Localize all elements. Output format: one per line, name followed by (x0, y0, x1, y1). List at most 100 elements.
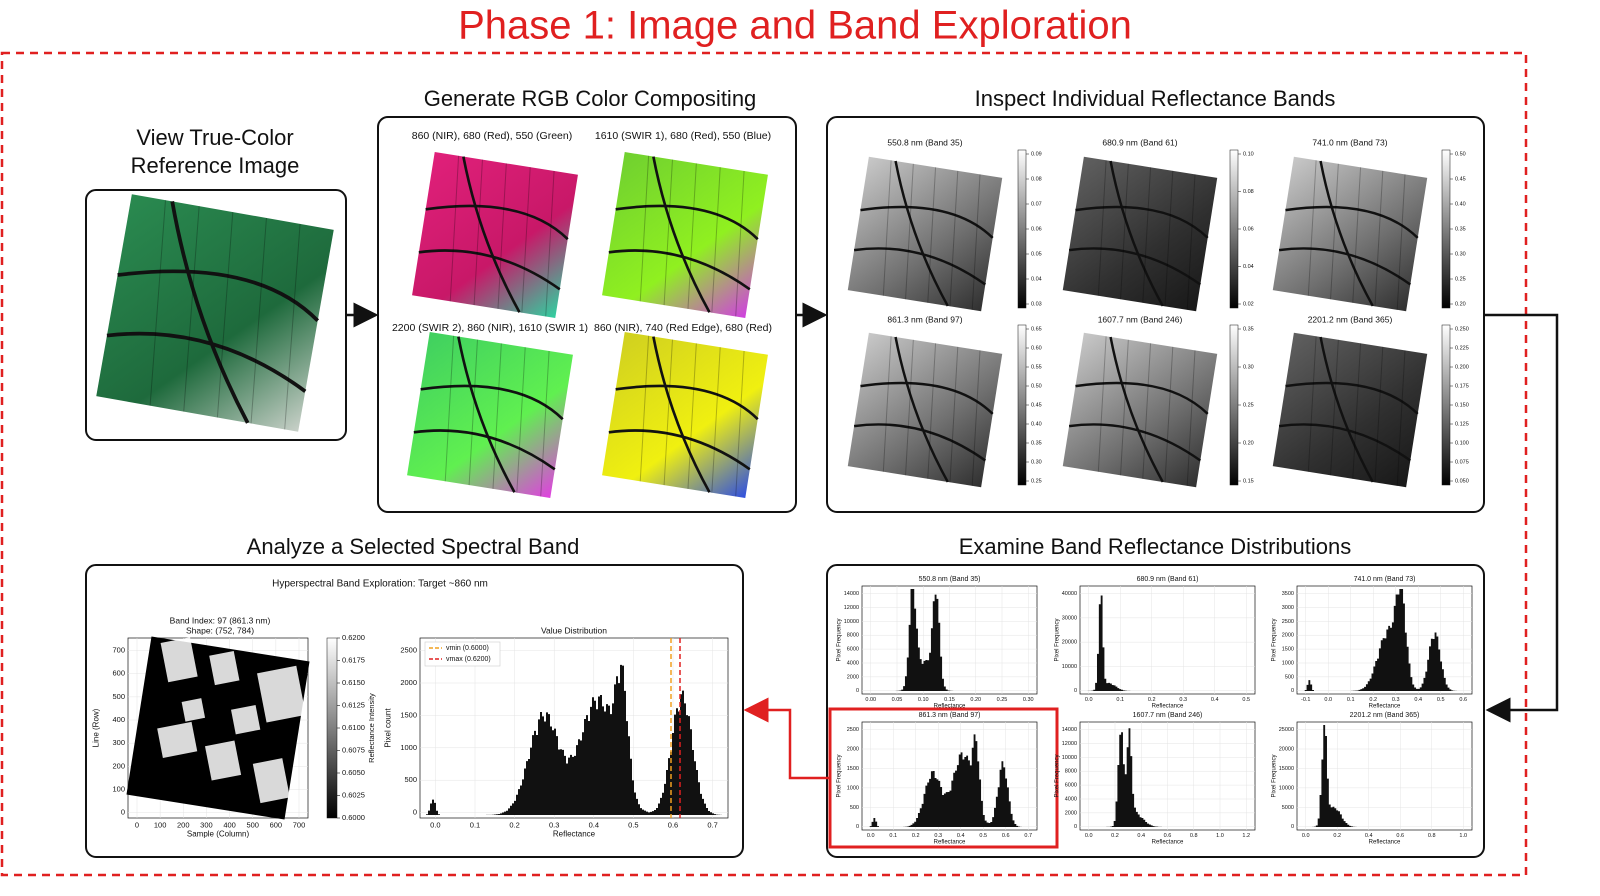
river (1319, 336, 1374, 483)
label: 0.5 (979, 833, 987, 839)
label: 0.50 (1455, 151, 1466, 157)
label: Value Distribution (541, 625, 607, 635)
image (1062, 156, 1218, 312)
label: 0.7 (1024, 833, 1032, 839)
river (457, 336, 516, 493)
image-tile (847, 332, 1003, 488)
label: 0.09 (1031, 151, 1042, 157)
label: Examine Band Reflectance Distributions (959, 534, 1352, 559)
field-line (1186, 350, 1196, 486)
field-line (1396, 350, 1406, 486)
field-line (905, 163, 914, 300)
label: 0.30 (1455, 251, 1466, 257)
label: 0.2 (1369, 697, 1377, 703)
label: 0.3 (549, 820, 559, 829)
label: 0.4 (589, 820, 599, 829)
label: 1000 (1282, 660, 1294, 666)
histogram (1084, 595, 1251, 691)
field-line (687, 163, 697, 309)
label: 2500 (1282, 619, 1294, 625)
arrow (743, 697, 830, 780)
label: 0.6 (1396, 833, 1404, 839)
label: 0.050 (1455, 478, 1469, 484)
label: 0.5 (1437, 697, 1445, 703)
label: 2201.2 nm (Band 365) (1350, 712, 1420, 719)
river (608, 429, 751, 471)
label: 0.150 (1455, 402, 1469, 408)
field-line (1307, 160, 1317, 296)
label: 30000 (1062, 615, 1077, 621)
field-line (971, 350, 981, 486)
label: 861.3 nm (Band 97) (887, 314, 962, 324)
label: 12000 (1062, 741, 1077, 747)
river (860, 381, 994, 415)
label: 10000 (1279, 785, 1294, 791)
label: 1610 (SWIR 1), 680 (Red), 550 (Blue) (595, 130, 771, 142)
field-line (927, 167, 937, 303)
image (847, 156, 1003, 312)
label: 0.30 (1023, 697, 1034, 703)
colorbar (1229, 324, 1239, 486)
label: Band Index: 97 (861.3 nm) (170, 615, 271, 625)
label: 500 (850, 805, 859, 811)
label: 0.225 (1455, 345, 1469, 351)
label: 0.30 (1243, 364, 1254, 370)
image (1062, 332, 1218, 488)
label: Pixel Frequency (836, 618, 842, 661)
bright-field (231, 705, 261, 735)
label: 700 (112, 646, 125, 655)
label: 10000 (844, 619, 859, 625)
label: Reflectance (934, 704, 966, 710)
label: 12000 (844, 605, 859, 611)
label: 300 (200, 820, 213, 829)
label: 4000 (1065, 796, 1077, 802)
label: 20000 (1062, 640, 1077, 646)
label: 2000 (847, 674, 859, 680)
field-line (905, 339, 914, 476)
field-line (735, 350, 745, 497)
field-line (473, 159, 483, 306)
label: Generate RGB Color Compositing (424, 86, 757, 111)
label: 0.2 (1148, 697, 1156, 703)
arrow (1484, 313, 1559, 723)
label: 0.0 (1085, 697, 1093, 703)
field-line (882, 160, 892, 296)
river (420, 384, 564, 421)
histogram (1301, 589, 1468, 691)
label: Reflectance (553, 830, 596, 839)
label: 1500 (400, 710, 417, 719)
label: 4000 (847, 660, 859, 666)
label: -0.1 (1301, 697, 1310, 703)
label: 0.06 (1243, 226, 1254, 232)
field-line (545, 170, 555, 317)
label: 0.2 (912, 833, 920, 839)
label: 0.8 (1428, 833, 1436, 839)
label: 0.15 (944, 697, 955, 703)
river (117, 269, 320, 323)
river (418, 249, 561, 291)
bright-field (209, 650, 240, 686)
label: 100 (112, 784, 125, 793)
bright-field (257, 665, 306, 723)
label: 0.05 (892, 697, 903, 703)
label: Pixel Frequency (1054, 754, 1060, 797)
field-line (521, 167, 531, 313)
label: 100 (154, 820, 167, 829)
label: 0 (121, 808, 125, 817)
label: 0.6100 (342, 723, 365, 732)
label: 1.0 (1216, 833, 1224, 839)
label: 1500 (847, 766, 859, 772)
field-line (1330, 339, 1339, 476)
field-line (1307, 336, 1317, 472)
river (1068, 423, 1202, 462)
label: 0.6200 (342, 633, 365, 642)
field-line (540, 350, 550, 497)
label: 1607.7 nm (Band 246) (1098, 314, 1183, 324)
label: 0 (1291, 824, 1294, 830)
image (602, 332, 768, 498)
label: 0.08 (1031, 176, 1042, 182)
river (1285, 205, 1419, 239)
field-line (927, 343, 937, 479)
label: Pixel Frequency (1271, 618, 1277, 661)
